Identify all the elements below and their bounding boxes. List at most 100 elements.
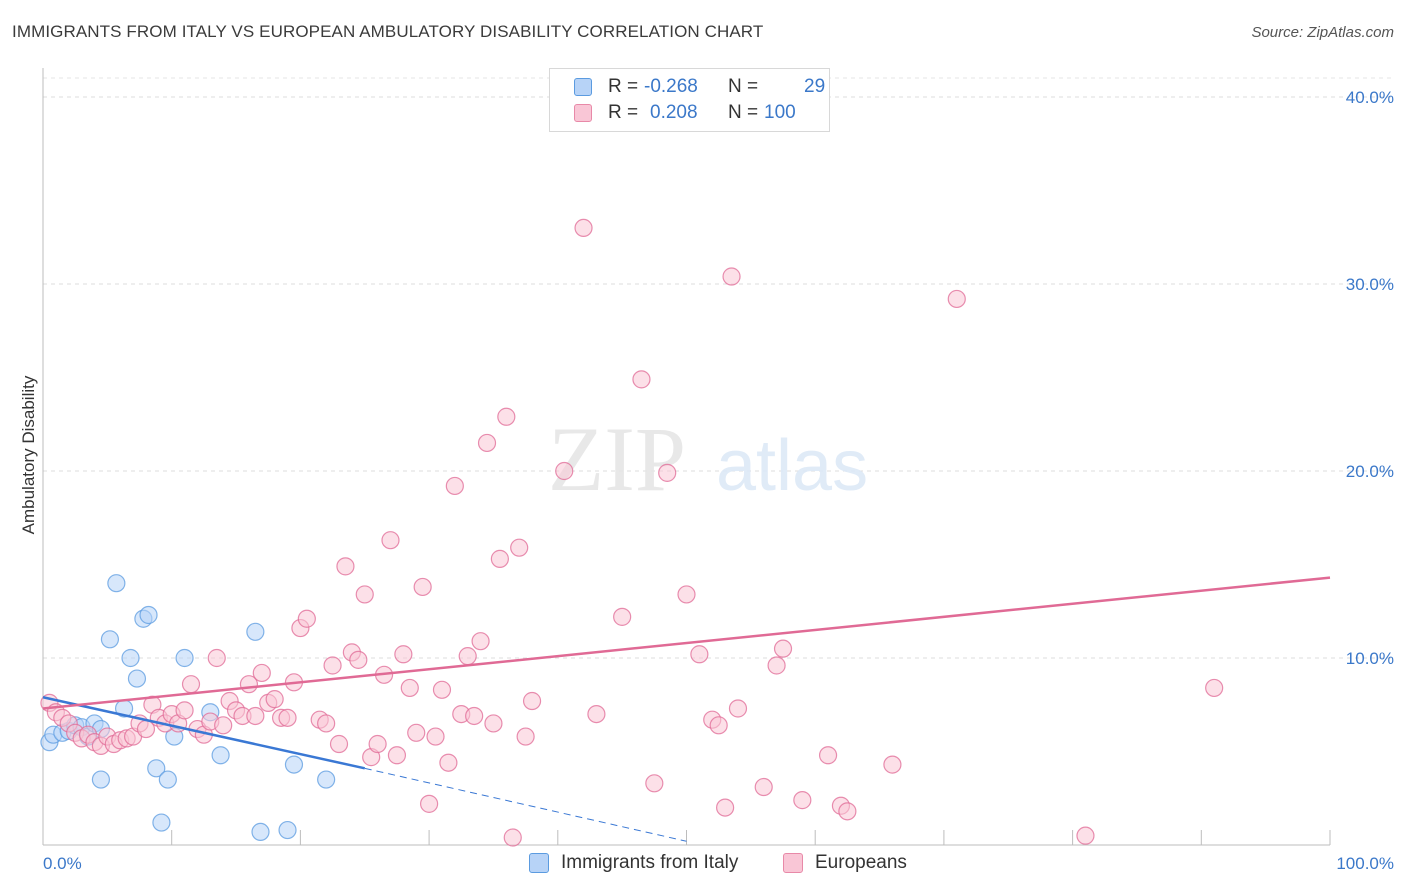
europeans-point (516, 727, 535, 746)
legend-swatch-europeans (574, 104, 592, 122)
europeans-point (323, 656, 342, 675)
europeans-point (246, 706, 265, 726)
europeans-point (278, 708, 297, 727)
italy-point (100, 630, 120, 649)
europeans-point (722, 267, 741, 286)
europeans-point (297, 609, 316, 628)
italy-point (121, 648, 140, 668)
europeans-point (252, 663, 271, 683)
europeans-point (767, 656, 786, 675)
europeans-point (818, 746, 838, 765)
italy-point (158, 770, 177, 789)
europeans-point (728, 699, 748, 718)
italy-point (139, 605, 158, 625)
y-tick-label: 30.0% (1346, 275, 1394, 294)
europeans-point (490, 549, 509, 568)
europeans-point (773, 639, 793, 658)
europeans-point (555, 461, 574, 481)
italy-point (317, 770, 336, 789)
europeans-point (716, 798, 735, 817)
italy-point (251, 822, 270, 842)
data-points (40, 218, 1224, 847)
europeans-point (754, 777, 773, 797)
europeans-point (477, 433, 497, 453)
y-tick-label: 20.0% (1346, 462, 1394, 481)
europeans-point (709, 716, 728, 735)
italy-point (246, 622, 265, 641)
europeans-point (329, 734, 349, 754)
europeans-point (445, 476, 464, 496)
y-tick-label: 40.0% (1346, 88, 1394, 107)
italy-point (107, 574, 126, 593)
italy-point (152, 813, 171, 832)
europeans-point (510, 538, 529, 557)
europeans-point (368, 734, 387, 754)
europeans-point (497, 407, 516, 426)
europeans-point (432, 680, 452, 699)
bottom-legend-swatch-europeans (783, 853, 803, 873)
europeans-point (838, 802, 857, 821)
europeans-point (355, 585, 374, 604)
europeans-point (317, 714, 336, 733)
legend-r-label: R = (608, 102, 639, 123)
europeans-point (587, 704, 606, 724)
legend-n-value: 29 (804, 76, 826, 97)
y-axis-label: Ambulatory Disability (19, 375, 38, 534)
italy-trend-extension (364, 767, 687, 842)
europeans-point (413, 577, 432, 597)
europeans-point (503, 828, 522, 847)
europeans-point (574, 218, 593, 237)
europeans-point (484, 714, 503, 733)
stats-legend: R = -0.268 N = 29 R = 0.208 N = 100 (549, 68, 830, 132)
italy-point (147, 759, 166, 778)
europeans-point (471, 632, 490, 651)
legend-r-label: R = (608, 76, 639, 97)
italy-point (91, 770, 111, 789)
europeans-point (420, 794, 439, 813)
chart-title: IMMIGRANTS FROM ITALY VS EUROPEAN AMBULA… (12, 22, 764, 41)
axes (42, 68, 1331, 846)
europeans-point (1205, 678, 1224, 698)
europeans-point (458, 647, 477, 666)
legend-n-label: N = (728, 76, 759, 97)
y-tick-label: 10.0% (1346, 649, 1394, 668)
legend-n-value: 100 (764, 102, 796, 123)
europeans-point (387, 746, 407, 765)
europeans-point (407, 723, 426, 742)
europeans-point (465, 706, 484, 726)
x-tick-label-max: 100.0% (1336, 854, 1394, 873)
europeans-trend-line (42, 576, 1331, 710)
bottom-legend-label-italy: Immigrants from Italy (561, 852, 739, 873)
italy-point (127, 669, 147, 688)
trend-lines (42, 576, 1331, 842)
europeans-point (207, 648, 226, 668)
europeans-point (690, 645, 709, 664)
watermark: ZIP atlas (548, 408, 868, 510)
europeans-point (336, 557, 355, 576)
legend-swatch-italy (574, 78, 592, 96)
europeans-point (677, 585, 696, 604)
bottom-legend-label-europeans: Europeans (815, 852, 907, 873)
europeans-point (381, 531, 400, 550)
europeans-point (1076, 826, 1095, 845)
italy-point (175, 648, 194, 668)
europeans-point (181, 675, 201, 694)
y-tick-labels: 10.0% 20.0% 30.0% 40.0% (1346, 88, 1394, 668)
europeans-point (645, 774, 664, 793)
europeans-point (883, 755, 902, 774)
europeans-point (439, 753, 458, 772)
europeans-point (632, 370, 651, 389)
europeans-point (522, 691, 542, 711)
europeans-point (265, 690, 284, 709)
bottom-legend-swatch-italy (529, 853, 549, 873)
europeans-point (426, 727, 445, 746)
source-label: Source: ZipAtlas.com (1251, 24, 1394, 41)
europeans-point (175, 701, 194, 720)
legend-r-value: -0.268 (644, 76, 698, 97)
italy-point (278, 820, 297, 840)
legend-n-label: N = (728, 102, 759, 123)
italy-point (211, 746, 230, 765)
europeans-point (214, 716, 233, 735)
italy-point (284, 755, 304, 774)
